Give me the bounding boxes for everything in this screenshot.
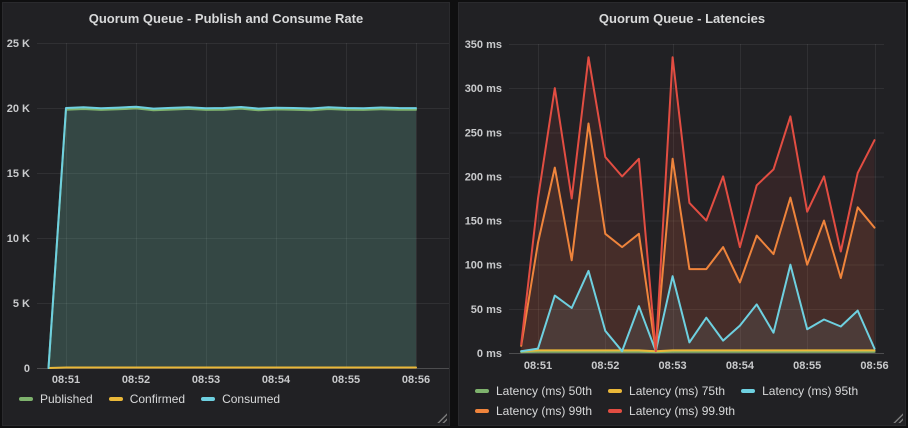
panel-publish-consume-rate: Quorum Queue - Publish and Consume Rate … (2, 2, 450, 426)
legend-label: Confirmed (129, 392, 186, 406)
svg-text:0: 0 (24, 363, 30, 375)
svg-text:08:54: 08:54 (262, 374, 291, 385)
grid (509, 44, 884, 354)
svg-text:08:55: 08:55 (332, 374, 360, 385)
svg-text:08:56: 08:56 (402, 374, 430, 385)
svg-text:08:51: 08:51 (524, 360, 552, 372)
panel-title[interactable]: Quorum Queue - Publish and Consume Rate (88, 11, 364, 26)
legend-label: Latency (ms) 75th (629, 384, 726, 398)
legend-item-consumed[interactable]: Consumed (201, 389, 280, 409)
series-fill (521, 57, 875, 353)
legend-label: Latency (ms) 99th (496, 404, 593, 418)
svg-text:250 ms: 250 ms (465, 127, 502, 139)
svg-text:08:55: 08:55 (793, 360, 821, 372)
series-fill (48, 108, 416, 369)
svg-text:08:52: 08:52 (122, 374, 150, 385)
svg-text:08:54: 08:54 (726, 360, 755, 372)
series-fill (521, 123, 875, 353)
svg-text:5 K: 5 K (13, 298, 30, 310)
legend-item-latency-ms-99th[interactable]: Latency (ms) 99th (475, 401, 592, 421)
svg-text:200 ms: 200 ms (465, 171, 502, 183)
series-lines (47, 105, 417, 369)
svg-text:10 K: 10 K (7, 233, 30, 245)
series-line (47, 366, 417, 369)
svg-text:08:52: 08:52 (591, 360, 619, 372)
legend-series-color-dash (108, 397, 123, 401)
legend-series-color-dash (608, 389, 623, 393)
series-line (520, 263, 876, 353)
legend-item-confirmed[interactable]: Confirmed (108, 389, 186, 409)
svg-text:0 ms: 0 ms (477, 348, 502, 360)
panel-title[interactable]: Quorum Queue - Latencies (598, 11, 766, 26)
svg-text:20 K: 20 K (7, 103, 30, 115)
panel-latencies: Quorum Queue - Latencies 0 ms 50 ms 100 ms… (458, 2, 906, 426)
legend-series-color-dash (741, 389, 756, 393)
svg-text:150 ms: 150 ms (465, 216, 502, 228)
svg-text:08:53: 08:53 (192, 374, 220, 385)
series-fills (48, 106, 416, 369)
series-line (520, 56, 876, 353)
series-line (47, 107, 417, 369)
x-axis-labels: 08:51 08:52 08:53 08:54 08:55 08:56 (52, 374, 430, 385)
legend-item-latency-ms-75th[interactable]: Latency (ms) 75th (608, 381, 725, 401)
series-lines (520, 56, 876, 354)
legend-series-color-dash (475, 409, 489, 413)
legend-series-color-dash (19, 397, 33, 401)
svg-text:350 ms: 350 ms (465, 39, 502, 51)
legend-label: Latency (ms) 99.9th (629, 404, 736, 418)
svg-text:25 K: 25 K (7, 38, 30, 50)
timeseries-chart[interactable]: 0 ms 50 ms 100 ms 150 ms 200 ms 250 ms 300 ms 3… (459, 33, 906, 377)
svg-text:15 K: 15 K (7, 168, 30, 180)
legend-label: Latency (ms) 95th (762, 384, 859, 398)
series-fill (48, 106, 416, 368)
y-axis-labels: 0 ms 50 ms 100 ms 150 ms 200 ms 250 ms 300 ms 3… (465, 39, 502, 360)
svg-text:50 ms: 50 ms (471, 304, 502, 316)
series-fills (521, 57, 875, 353)
series-line (47, 105, 417, 369)
x-axis-labels: 08:51 08:52 08:53 08:54 08:55 08:56 (524, 360, 889, 372)
legend: Published Confirmed Consumed (3, 385, 449, 409)
y-axis-labels: 0 5 K 10 K 15 K 20 K 25 K (7, 38, 30, 375)
svg-text:300 ms: 300 ms (465, 83, 502, 95)
legend-item-latency-ms-99-9th[interactable]: Latency (ms) 99.9th (608, 401, 735, 421)
panel-resize-handle[interactable] (437, 413, 447, 423)
svg-text:08:51: 08:51 (52, 374, 80, 385)
legend-item-latency-ms-50th[interactable]: Latency (ms) 50th (475, 381, 592, 401)
series-line (520, 122, 876, 353)
legend-series-color-dash (201, 397, 216, 401)
svg-text:100 ms: 100 ms (465, 260, 502, 272)
timeseries-chart[interactable]: 0 5 K 10 K 15 K 20 K 25 K 08:51 08:52 08:53 08:54… (3, 33, 450, 385)
legend-series-color-dash (608, 409, 623, 413)
legend-item-latency-ms-95th[interactable]: Latency (ms) 95th (741, 381, 858, 401)
legend-label: Published (40, 392, 93, 406)
panel-resize-handle[interactable] (893, 413, 903, 423)
legend-series-color-dash (475, 389, 489, 393)
legend: Latency (ms) 50th Latency (ms) 75th Latenc… (459, 377, 905, 421)
svg-text:08:56: 08:56 (860, 360, 888, 372)
legend-item-published[interactable]: Published (19, 389, 93, 409)
svg-text:08:53: 08:53 (659, 360, 687, 372)
series-line (520, 349, 876, 353)
legend-label: Latency (ms) 50th (496, 384, 593, 398)
legend-label: Consumed (222, 392, 281, 406)
series-fill (521, 264, 875, 353)
